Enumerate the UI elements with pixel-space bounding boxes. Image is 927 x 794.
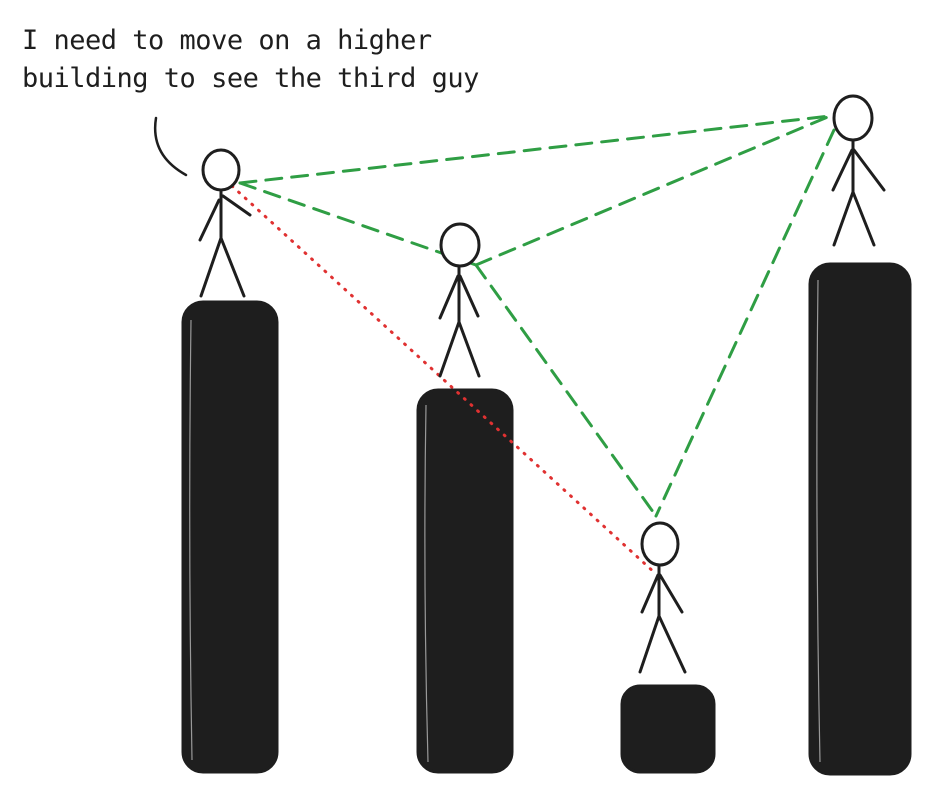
building-middle	[416, 388, 514, 774]
building-low	[620, 684, 716, 774]
building-tall-right	[808, 262, 912, 776]
figure-middle-body	[438, 264, 481, 378]
speech-tick	[153, 116, 188, 177]
caption-line-2: building to see the third guy	[22, 63, 479, 94]
clear-sightlines	[238, 114, 836, 518]
highlight-middle	[424, 404, 429, 763]
building-highlights	[189, 279, 821, 763]
figure-speaker	[198, 148, 252, 298]
highlight-left	[189, 319, 193, 761]
figure-right-head	[832, 94, 874, 142]
sightline-middle-to-right	[474, 114, 832, 267]
speech-caption: I need to move on a higher building to s…	[22, 22, 479, 98]
sightline-middle-to-low	[474, 263, 658, 518]
figure-middle	[438, 222, 481, 378]
figure-right	[831, 94, 886, 247]
figure-speaker-body	[198, 188, 252, 298]
buildings	[181, 262, 912, 776]
figure-low-body	[638, 563, 687, 674]
blocked-sightlines	[230, 184, 658, 576]
sightline-speaker-to-right	[238, 114, 832, 185]
caption-line-1: I need to move on a higher	[22, 25, 432, 56]
figure-speaker-head	[201, 148, 241, 192]
figure-low-head	[640, 521, 680, 567]
figures	[198, 94, 886, 674]
sightline-right-to-low	[654, 128, 836, 518]
building-left	[181, 300, 279, 774]
sightline-speaker-to-middle	[238, 181, 478, 267]
highlight-tall	[816, 279, 821, 763]
figure-right-body	[831, 138, 886, 247]
figure-low	[638, 521, 687, 674]
sightline-speaker-to-low-blocked	[230, 184, 658, 576]
figure-middle-head	[439, 222, 481, 268]
